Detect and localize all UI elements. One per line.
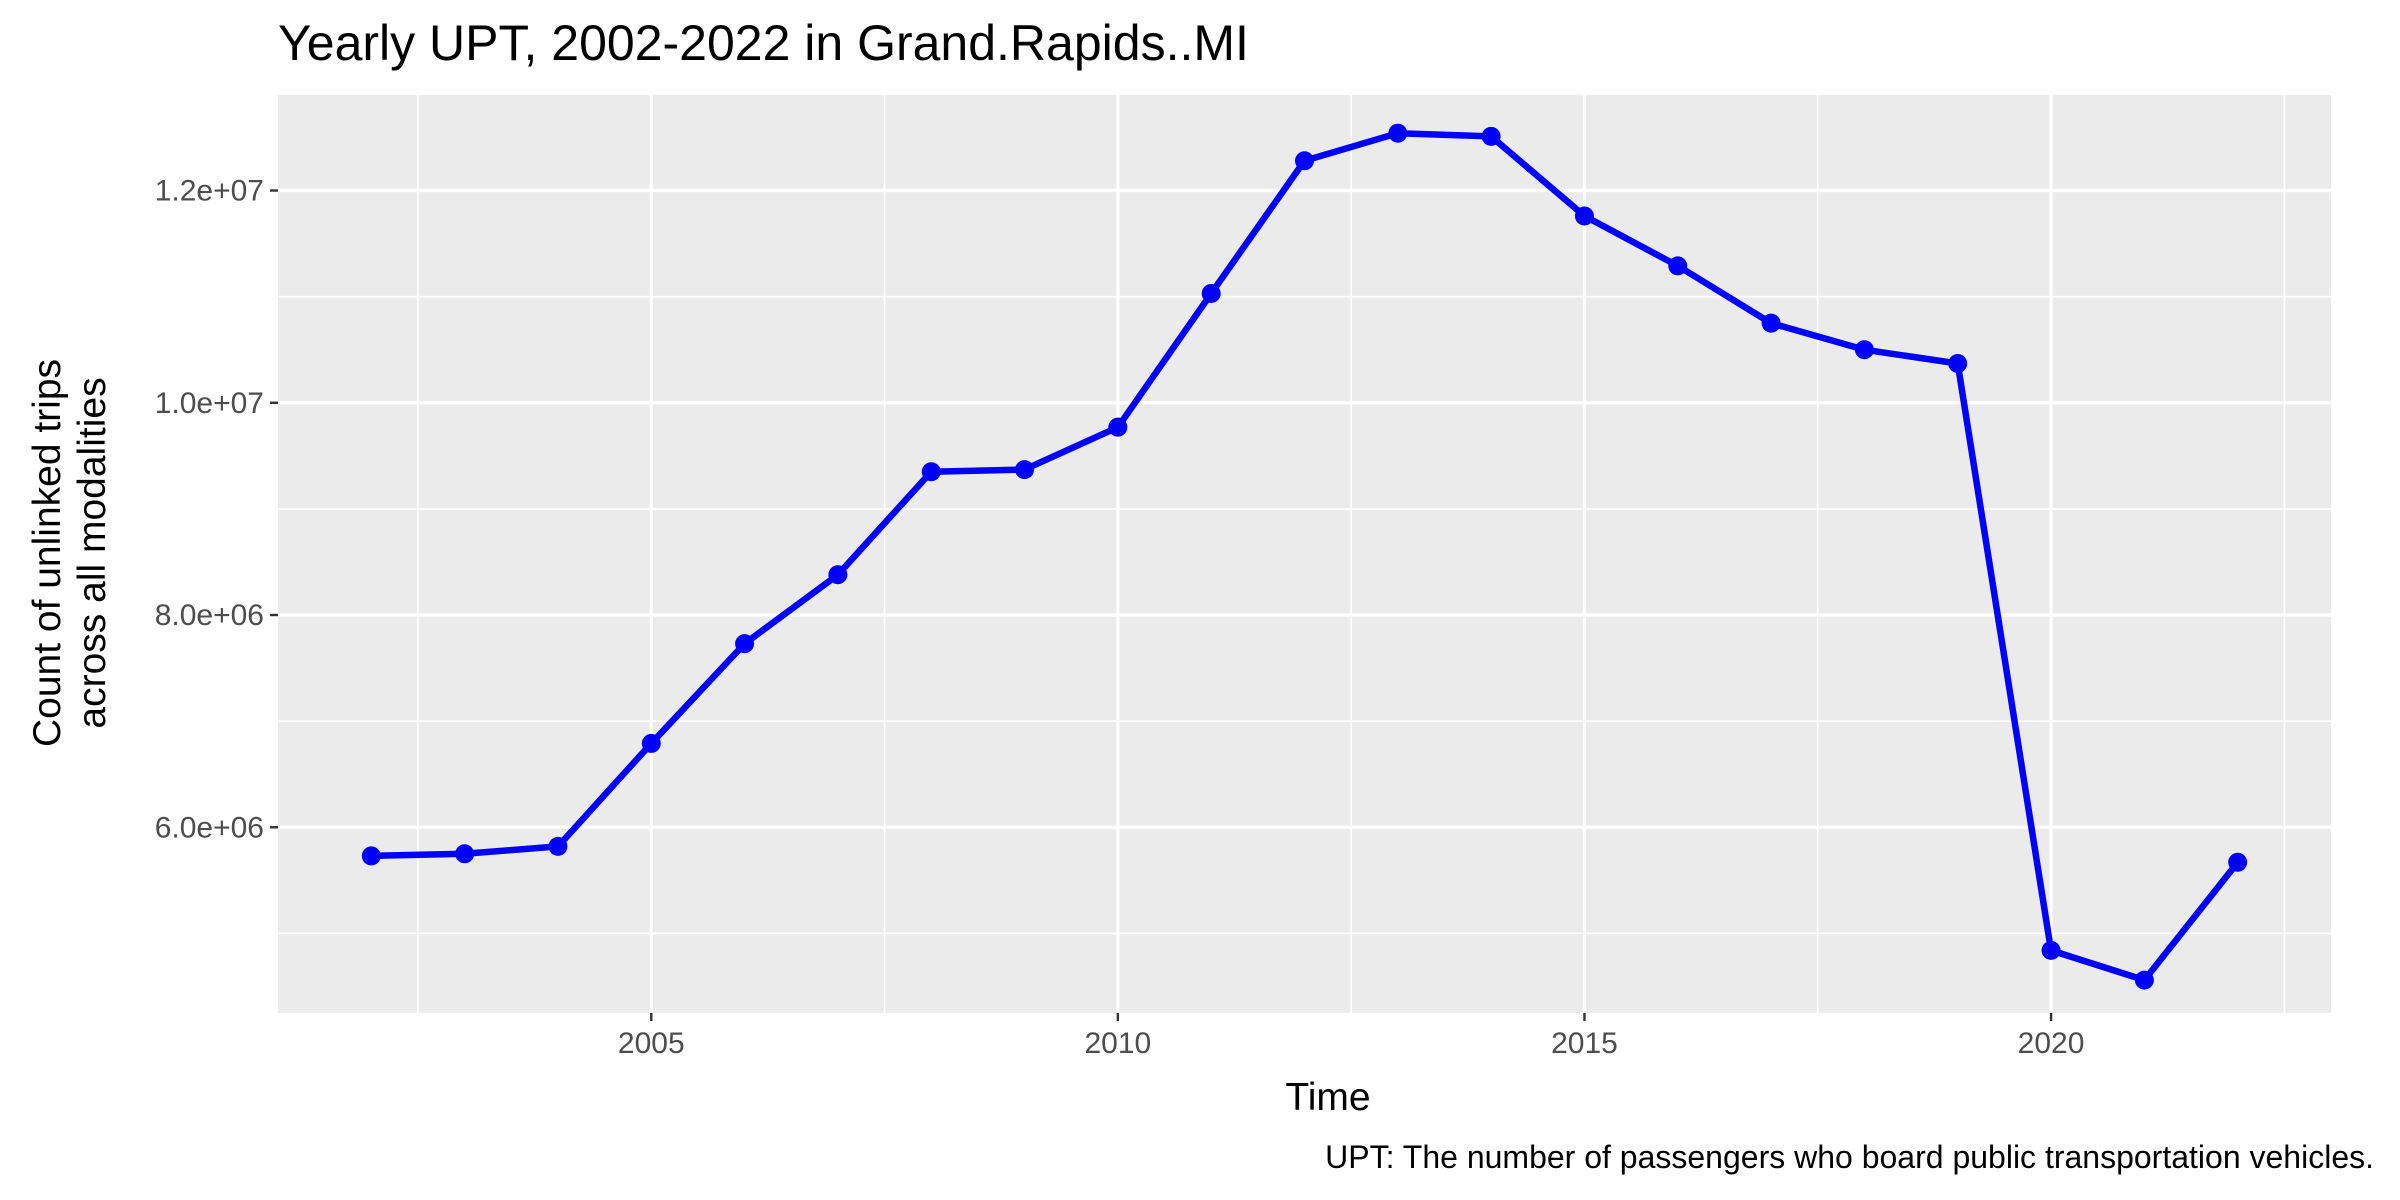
chart-title: Yearly UPT, 2002-2022 in Grand.Rapids..M… (278, 15, 1249, 71)
data-point (1015, 460, 1035, 480)
data-point (1201, 283, 1221, 303)
y-axis-title-line-1: Count of unlinked trips (26, 359, 69, 747)
x-tick-label: 2010 (1084, 1027, 1151, 1060)
x-axis: 2005 2010 2015 2020 (618, 1013, 2085, 1060)
chart-caption: UPT: The number of passengers who board … (1325, 1139, 2374, 1175)
major-gridlines (278, 95, 2331, 1013)
data-point (2228, 852, 2248, 872)
data-point (921, 462, 941, 482)
data-point (735, 634, 755, 654)
data-point (1295, 151, 1314, 171)
x-axis-title: Time (1285, 1076, 1370, 1119)
data-point (455, 844, 475, 864)
data-point (361, 846, 381, 866)
data-point (1948, 354, 1968, 374)
minor-gridlines (278, 95, 2331, 1013)
x-tick-label: 2015 (1551, 1027, 1618, 1060)
y-tick-label: 6.0e+06 (155, 811, 264, 844)
plot-panel (278, 95, 2331, 1013)
data-point (1761, 313, 1781, 333)
data-point (1388, 123, 1408, 143)
y-tick-label: 1.2e+07 (155, 175, 264, 208)
data-point (1574, 206, 1594, 226)
data-point (548, 836, 568, 856)
y-axis: 6.0e+06 8.0e+06 1.0e+07 1.2e+07 (155, 175, 278, 844)
series-layer (361, 123, 2248, 990)
data-point (1108, 417, 1128, 437)
y-axis-title: Count of unlinked trips across all modal… (26, 359, 114, 747)
data-point (1854, 340, 1874, 360)
data-point (641, 733, 661, 753)
x-tick-label: 2005 (618, 1027, 685, 1060)
x-tick-label: 2020 (2018, 1027, 2085, 1060)
y-tick-label: 1.0e+07 (155, 387, 264, 420)
y-tick-label: 8.0e+06 (155, 599, 264, 632)
data-point (2134, 970, 2154, 990)
y-axis-title-line-2: across all modalities (71, 377, 114, 728)
data-point (1481, 126, 1501, 146)
data-point (1668, 256, 1688, 276)
data-point (2041, 940, 2061, 960)
data-point (828, 565, 848, 585)
